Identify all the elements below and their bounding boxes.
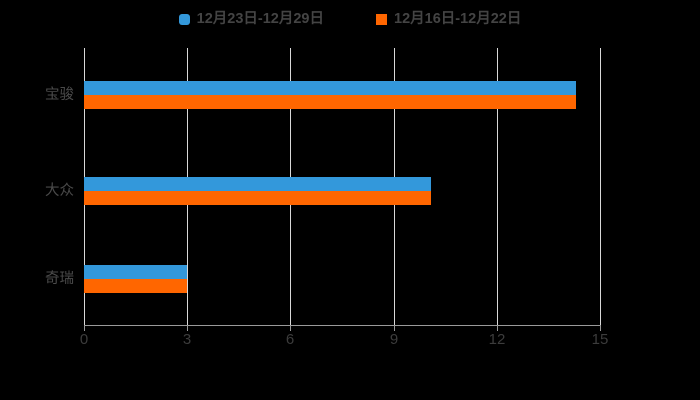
x-axis-tick-label: 9 [389, 331, 399, 348]
legend-label-series-1: 12月16日-12月22日 [394, 10, 522, 27]
x-axis-tick-label: 0 [79, 331, 89, 348]
y-axis-label-0: 宝骏 [45, 86, 74, 103]
bar-2-series-0[interactable] [84, 265, 187, 279]
square-marker-icon [376, 13, 387, 25]
legend-item-series-1[interactable]: 12月16日-12月22日 [376, 12, 521, 27]
x-axis-tick-mark [290, 325, 291, 331]
y-axis-label-2: 奇瑞 [45, 270, 74, 287]
bar-0-series-1[interactable] [84, 95, 576, 109]
x-axis-tick-label: 12 [488, 331, 506, 348]
circle-marker-icon [178, 13, 190, 25]
x-axis-tick-mark [84, 325, 85, 331]
y-axis-label-1: 大众 [45, 182, 74, 199]
x-axis-tick-mark [394, 325, 395, 331]
gridline [600, 48, 601, 325]
x-axis-tick-label: 3 [182, 331, 192, 348]
x-axis-tick-mark [600, 325, 601, 331]
x-axis-line [84, 325, 601, 326]
gridline [497, 48, 498, 325]
legend-item-series-0[interactable]: 12月23日-12月29日 [178, 10, 324, 27]
plot-area [84, 48, 601, 325]
bar-0-series-0[interactable] [84, 81, 576, 95]
x-axis-tick-label: 15 [591, 331, 609, 348]
bar-1-series-0[interactable] [84, 177, 431, 191]
x-axis-tick-label: 6 [285, 331, 295, 348]
bar-2-series-1[interactable] [84, 279, 187, 293]
x-axis-tick-mark [497, 325, 498, 331]
legend-label-series-0: 12月23日-12月29日 [196, 10, 324, 27]
chart-legend: 12月23日-12月29日 12月16日-12月22日 [0, 6, 700, 32]
x-axis-tick-mark [187, 325, 188, 331]
y-axis-labels: 宝骏 大众 奇瑞 [0, 48, 78, 325]
bar-1-series-1[interactable] [84, 191, 431, 205]
